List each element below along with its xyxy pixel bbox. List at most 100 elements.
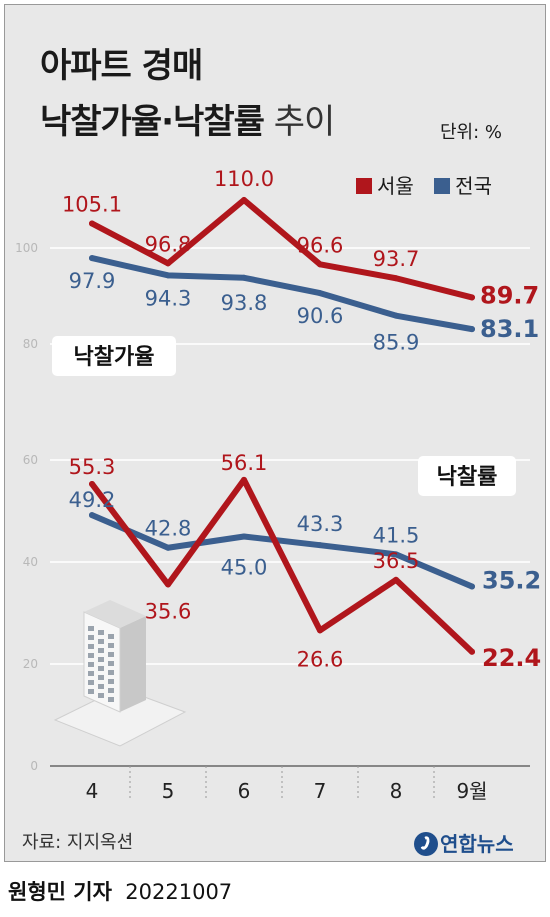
building-window [88,671,94,676]
seoul-ratio-data-label: 56.1 [221,451,268,475]
panel-label-ratio: 낙찰률 [437,465,498,490]
national-ratio-point [469,583,475,590]
legend-swatch-seoul [356,178,372,194]
national-ratio-data-label: 49.2 [69,488,116,512]
seoul-rate-point [165,260,171,267]
legend-label-national: 전국 [455,174,492,198]
seoul-rate-data-label: 96.8 [145,232,192,256]
national-rate-data-label: 90.6 [297,304,344,328]
seoul-rate-point [241,197,247,203]
building-window [98,693,104,698]
seoul-rate-data-label: 89.7 [480,281,539,309]
building-window [88,662,94,667]
national-ratio-point [317,542,323,549]
seoul-rate-point [317,261,323,268]
source-text: 자료: 지지옥션 [22,832,134,853]
building-window [108,679,114,684]
national-ratio-point [241,533,247,540]
seoul-ratio-line [89,476,475,655]
panel-label-rate: 낙찰가율 [74,345,155,370]
legend-swatch-national [434,178,451,194]
building-window [108,643,114,648]
seoul-rate-data-label: 105.1 [62,193,122,217]
legend: 서울 전국 [356,170,506,199]
publish-date: 20221007 [125,880,233,904]
building-window [108,697,114,702]
x-tick-label: 9월 [456,779,487,803]
national-rate-point [241,274,247,281]
seoul-rate-data-label: 96.6 [297,233,344,257]
national-rate-data-label: 83.1 [480,315,539,343]
national-rate-line [89,255,475,333]
national-ratio-data-label: 43.3 [297,512,344,536]
national-rate-point [317,290,323,297]
footer-bar [0,864,550,917]
seoul-rate-point [89,220,95,227]
title-line-1: 아파트 경매 [40,46,203,86]
national-rate-data-label: 93.8 [221,291,268,315]
title-light: 추이 [263,102,336,142]
seoul-ratio-point [89,480,95,487]
seoul-ratio-data-label: 35.6 [145,599,192,623]
seoul-ratio-point [393,576,399,583]
seoul-ratio-point [469,648,475,655]
building-window [108,661,114,666]
national-rate-point [165,272,171,279]
building-side [120,616,146,712]
building-window [98,639,104,644]
building-window [88,635,94,640]
building-window [98,648,104,653]
x-tick-label: 5 [162,779,175,803]
national-ratio-data-label: 45.0 [221,556,268,580]
x-tick-label: 4 [86,779,99,803]
building-illustration [53,600,187,747]
seoul-ratio-point [165,581,171,588]
building-window [88,644,94,649]
building-window [108,634,114,639]
building-window [88,680,94,685]
national-rate-data-label: 94.3 [145,286,192,310]
seoul-ratio-data-label: 26.6 [297,647,344,671]
title-line-2: 낙찰가율·낙찰률 추이 [40,94,336,143]
x-tick-label: 6 [238,779,251,803]
national-ratio-point [165,544,171,551]
brand-mark-icon [414,832,438,856]
national-ratio-point [89,512,95,519]
seoul-rate-point [393,275,399,282]
national-ratio-line [89,512,475,590]
national-rate-point [393,312,399,319]
national-ratio-data-label: 42.8 [145,517,192,541]
national-rate-data-label: 97.9 [69,269,116,293]
seoul-rate-point [469,294,475,301]
building-window [98,657,104,662]
panel-label-rate-box [52,336,176,376]
national-ratio-point [393,551,399,558]
title-bold: 낙찰가율·낙찰률 [40,102,265,142]
national-rate-data-label: 85.9 [373,331,420,355]
x-tick-label: 8 [390,779,403,803]
legend-item-national: 전국 [434,174,492,198]
building-window [98,630,104,635]
building-window [98,684,104,689]
seoul-ratio-point [317,627,323,634]
building-window [108,670,114,675]
national-rate-point [89,255,95,262]
legend-label-seoul: 서울 [377,174,414,198]
seoul-ratio-data-label: 55.3 [69,455,116,479]
national-ratio-data-label: 41.5 [373,523,420,547]
building-window [88,689,94,694]
y-tick-label: 0 [30,759,38,773]
byline: 원형민 기자 20221007 [8,876,232,906]
seoul-rate-line [89,197,475,301]
y-tick-label: 40 [23,555,38,569]
y-tick-label: 100 [15,241,38,255]
building-window [108,688,114,693]
panel-label-ratio-box [418,456,516,496]
building-window [108,652,114,657]
building-window [88,626,94,631]
building-roof [84,600,146,628]
y-tick-label: 20 [23,657,38,671]
y-tick-label: 80 [23,337,38,351]
